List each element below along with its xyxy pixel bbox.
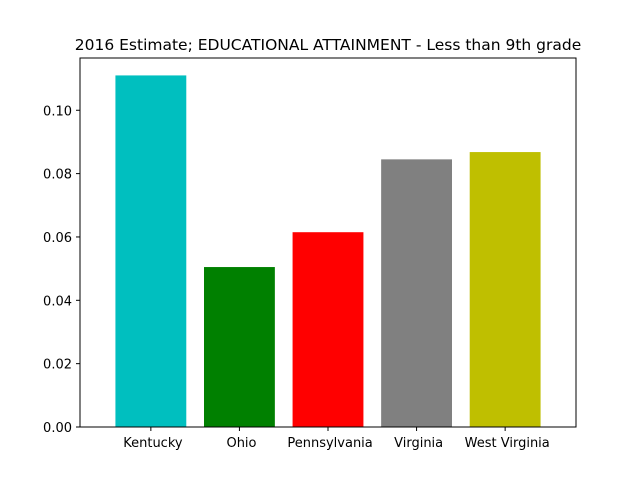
y-tick-label: 0.00 (43, 421, 72, 436)
bar-west-virginia (469, 152, 541, 428)
y-tick-label: 0.06 (43, 231, 72, 246)
x-tick-label: Ohio (222, 436, 256, 451)
x-tick-label: Pennsylvania (283, 436, 373, 451)
bar-kentucky (115, 75, 187, 428)
x-axis: Kentucky Ohio Pennsylvania Virginia West… (119, 427, 550, 451)
x-tick-label: Kentucky (119, 436, 183, 451)
bar-virginia (381, 159, 452, 428)
bars-layer (115, 75, 541, 428)
chart-title: 2016 Estimate; EDUCATIONAL ATTAINMENT - … (75, 36, 582, 54)
bar-pennsylvania (292, 232, 364, 427)
y-tick-label: 0.10 (43, 104, 72, 119)
y-axis: 0.00 0.02 0.04 0.06 0.08 0.10 (43, 104, 80, 436)
y-tick-label: 0.08 (43, 168, 72, 183)
bar-ohio (204, 267, 275, 427)
y-tick-label: 0.02 (43, 358, 72, 373)
y-tick-label: 0.04 (43, 294, 72, 309)
x-tick-label: West Virginia (461, 436, 550, 451)
x-tick-label: Virginia (390, 436, 443, 451)
plot-frame (79, 57, 577, 428)
